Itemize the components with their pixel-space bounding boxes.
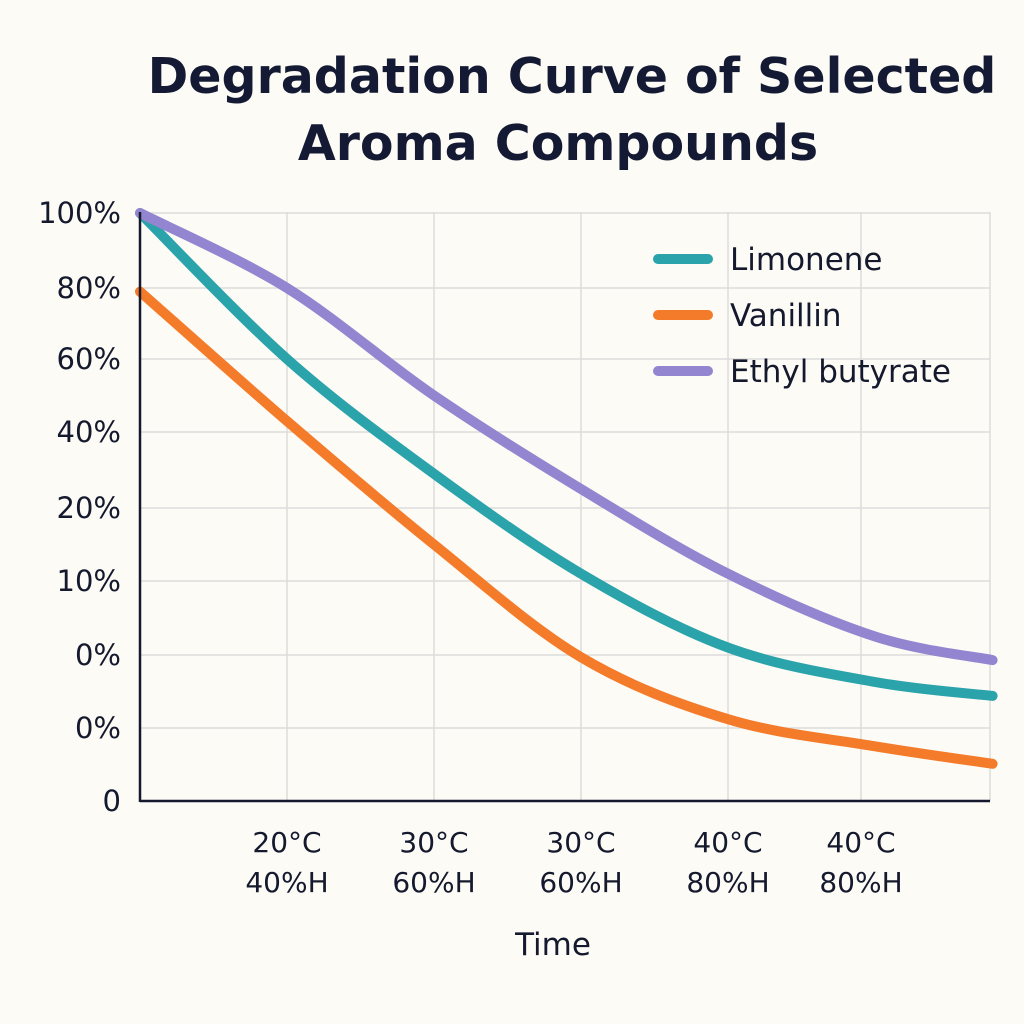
y-axis-ticks: 100% 80% 60% 40% 20% 10% 0% 0% 0 (38, 196, 121, 818)
y-tick-label: 20% (57, 491, 121, 525)
x-tick-label-line: 80%H (819, 866, 902, 899)
chart-title-line-1: Degradation Curve of Selected (148, 48, 997, 105)
y-tick-label: 40% (57, 415, 121, 449)
x-tick-label-line: 30°C (399, 826, 468, 859)
series-line-vanillin (135, 286, 998, 769)
legend-label-ethyl-butyrate: Ethyl butyrate (730, 354, 951, 390)
y-tick-label: 80% (57, 271, 121, 305)
x-tick-label: 30°C 60%H (539, 826, 622, 899)
chart-title-line-2: Aroma Compounds (298, 115, 818, 172)
y-tick-label: 100% (38, 196, 121, 230)
series-line-ethyl-butyrate (135, 208, 998, 666)
x-tick-label: 20°C 40%H (245, 826, 328, 899)
legend-label-limonene: Limonene (730, 242, 883, 278)
series-lines (135, 208, 998, 769)
x-tick-label: 30°C 60%H (392, 826, 475, 899)
legend-label-vanillin: Vanillin (730, 298, 842, 334)
x-tick-label: 40°C 80%H (686, 826, 769, 899)
y-tick-label: 0% (75, 638, 121, 672)
x-axis-label: Time (514, 927, 591, 963)
y-tick-label: 60% (57, 342, 121, 376)
x-tick-label-line: 80%H (686, 866, 769, 899)
legend: Limonene Vanillin Ethyl butyrate (653, 242, 951, 390)
y-tick-label: 0% (75, 711, 121, 745)
x-tick-label-line: 60%H (392, 866, 475, 899)
x-axis-ticks: 20°C 40%H 30°C 60%H 30°C 60%H 40°C 80%H 40°C 80%H (245, 826, 902, 899)
x-tick-label-line: 60%H (539, 866, 622, 899)
x-tick-label-line: 30°C (546, 826, 615, 859)
x-tick-label: 40°C 80%H (819, 826, 902, 899)
y-tick-label: 10% (57, 564, 121, 598)
grid (140, 212, 991, 801)
x-tick-label-line: 40%H (245, 866, 328, 899)
x-tick-label-line: 40°C (693, 826, 762, 859)
series-line-limonene (135, 208, 998, 701)
y-tick-label: 0 (103, 784, 121, 818)
x-tick-label-line: 20°C (252, 826, 321, 859)
x-tick-label-line: 40°C (826, 826, 895, 859)
